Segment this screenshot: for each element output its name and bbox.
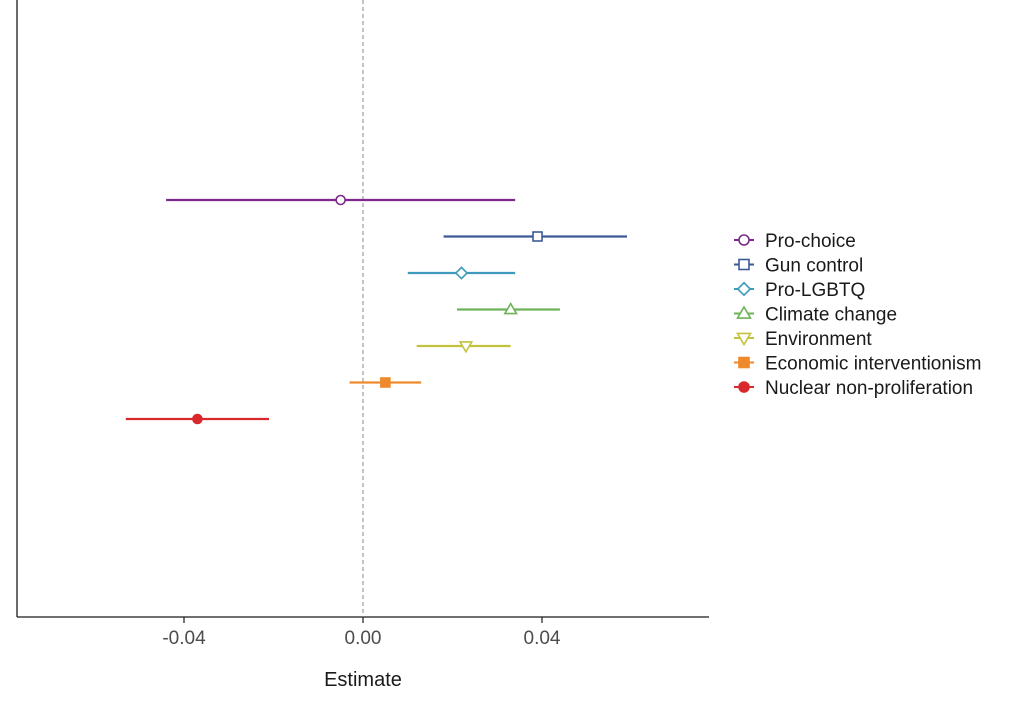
point-marker-triangle-up — [503, 302, 518, 315]
legend-item: Climate change — [734, 305, 897, 326]
legend-label: Environment — [765, 329, 872, 350]
point-marker-circle — [335, 194, 346, 206]
legend-label: Economic interventionism — [765, 354, 981, 375]
legend-item: Environment — [734, 329, 872, 350]
point-marker-square — [380, 377, 391, 388]
axes — [16, 0, 709, 618]
estimate-gun-control — [443, 231, 628, 242]
legend-label: Pro-LGBTQ — [765, 280, 865, 301]
point-marker-square — [532, 231, 543, 242]
x-tick-label: -0.04 — [162, 628, 206, 649]
point-marker-triangle-up — [736, 305, 752, 319]
estimate-pro-choice — [166, 194, 516, 206]
point-marker-circle — [738, 381, 750, 393]
point-marker-triangle-down — [458, 341, 474, 354]
legend-label: Climate change — [765, 305, 897, 326]
legend-label: Nuclear non-proliferation — [765, 378, 973, 399]
legend-item: Gun control — [734, 256, 863, 277]
legend-item: Economic interventionism — [734, 354, 981, 375]
estimate-nuclear-non-proliferation — [125, 413, 270, 425]
x-ticks: -0.04 0.00 0.04 — [162, 617, 561, 649]
estimate-pro-lgbtq — [407, 266, 516, 280]
point-marker-diamond — [454, 266, 469, 280]
legend-item: Pro-choice — [734, 231, 856, 252]
point-marker-square — [738, 258, 750, 271]
x-axis-title: Estimate — [324, 669, 402, 691]
point-marker-circle — [738, 234, 750, 246]
legend-item: Pro-LGBTQ — [734, 280, 865, 301]
estimate-economic-interventionism — [349, 377, 422, 388]
legend-item: Nuclear non-proliferation — [734, 378, 973, 399]
legend-label: Gun control — [765, 256, 863, 277]
legend: Pro-choice Gun control Pro-LGBTQ Climate ch… — [734, 231, 981, 399]
legend-label: Pro-choice — [765, 231, 856, 252]
estimate-climate-change — [456, 302, 560, 315]
point-marker-triangle-down — [736, 332, 752, 347]
point-marker-diamond — [736, 281, 752, 297]
x-tick-label: 0.04 — [524, 628, 561, 649]
point-marker-circle — [192, 413, 203, 425]
estimates — [125, 194, 628, 425]
x-tick-label: 0.00 — [345, 628, 382, 649]
point-marker-square — [738, 356, 750, 369]
estimate-environment — [416, 341, 511, 354]
